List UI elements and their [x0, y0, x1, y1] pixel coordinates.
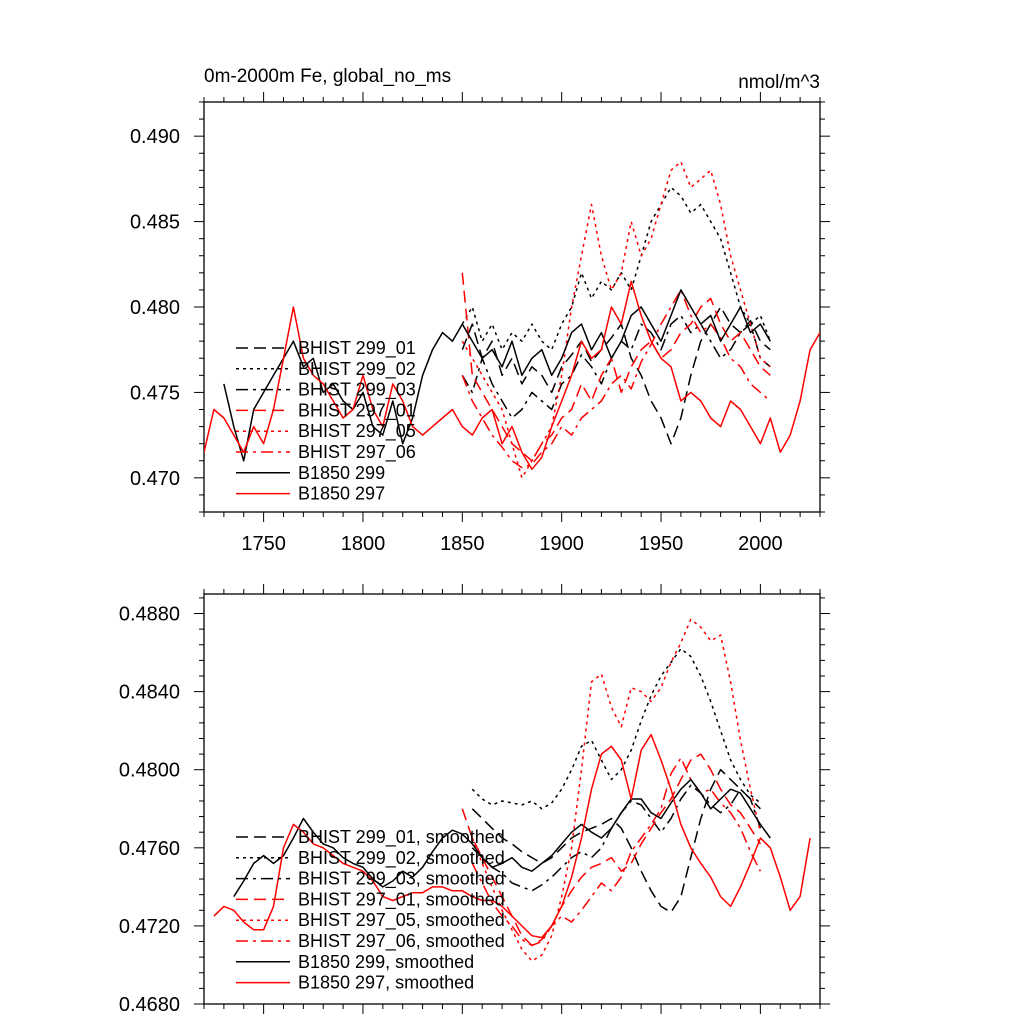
legend-label: BHIST 299_02: [298, 359, 416, 380]
y-tick-label: 0.4760: [119, 838, 180, 860]
series-line-b1850-299-smoothed: [233, 778, 771, 898]
x-tick-label: 1800: [341, 533, 386, 555]
legend-label: BHIST 299_02, smoothed: [298, 848, 505, 869]
legend-label: BHIST 299_01: [298, 338, 416, 359]
legend-label: B1850 297, smoothed: [298, 973, 474, 993]
legend-label: BHIST 299_03: [298, 380, 416, 401]
x-tick-label: 1750: [241, 533, 286, 555]
x-tick-label: 2000: [738, 533, 783, 555]
y-tick-label: 0.470: [130, 468, 180, 490]
y-tick-label: 0.4840: [119, 682, 180, 704]
legend-label: BHIST 299_01, smoothed: [298, 827, 505, 848]
series-line-bhist-299-02: [461, 186, 771, 351]
units-label: nmol/m^3: [738, 72, 820, 93]
y-tick-label: 0.475: [130, 382, 180, 404]
series-line-b1850-297-smoothed: [213, 733, 811, 939]
legend-label: B1850 297: [298, 484, 385, 504]
plot-frame: [203, 101, 821, 513]
legend-label: BHIST 297_06, smoothed: [298, 931, 505, 952]
x-tick-label: 1900: [539, 533, 584, 555]
chart-title: 0m-2000m Fe, global_no_ms: [204, 66, 451, 87]
legend-label: BHIST 297_05, smoothed: [298, 910, 505, 931]
legend-label: BHIST 297_06: [298, 442, 416, 463]
series-line-bhist-299-01-smoothed: [471, 768, 761, 913]
y-tick-label: 0.4880: [119, 604, 180, 626]
legend-label: BHIST 297_01, smoothed: [298, 889, 505, 910]
series-line-bhist-297-05-smoothed: [471, 618, 762, 962]
top-time-series-panel: 0m-2000m Fe, global_no_ms nmol/m^3 1750 1…: [130, 66, 830, 555]
series-line-bhist-297-05: [461, 161, 771, 479]
series-line-bhist-299-01: [461, 306, 771, 445]
y-tick-label: 0.490: [130, 126, 180, 148]
series-line-bhist-299-02-smoothed: [471, 647, 761, 810]
y-tick-label: 0.4680: [119, 994, 180, 1016]
series-line-b1850-299: [223, 289, 771, 462]
legend-label: BHIST 299_03, smoothed: [298, 869, 505, 890]
series-line-bhist-297-06: [461, 289, 771, 469]
series-line-b1850-297: [204, 280, 820, 471]
series-line-bhist-297-01-smoothed: [461, 753, 762, 947]
legend-label: BHIST 297_05: [298, 421, 416, 442]
x-tick-label: 1850: [440, 533, 485, 555]
y-tick-label: 0.485: [130, 212, 180, 234]
legend-label: B1850 299: [298, 463, 385, 483]
legend-label: B1850 299, smoothed: [298, 952, 474, 972]
y-tick-label: 0.480: [130, 297, 180, 319]
y-tick-label: 0.4720: [119, 916, 180, 938]
legend-label: BHIST 297_01: [298, 400, 416, 421]
bottom-smoothed-panel: 0.4680 0.4720 0.4760 0.4800 0.4840 0.4880 BHIS…: [119, 584, 830, 1016]
y-tick-label: 0.4800: [119, 760, 180, 782]
series-line-bhist-299-03-smoothed: [471, 784, 762, 892]
series-line-bhist-297-01: [461, 272, 771, 462]
x-tick-label: 1950: [639, 533, 684, 555]
series-line-bhist-297-06-smoothed: [471, 757, 762, 947]
plot-frame: [203, 593, 821, 1005]
